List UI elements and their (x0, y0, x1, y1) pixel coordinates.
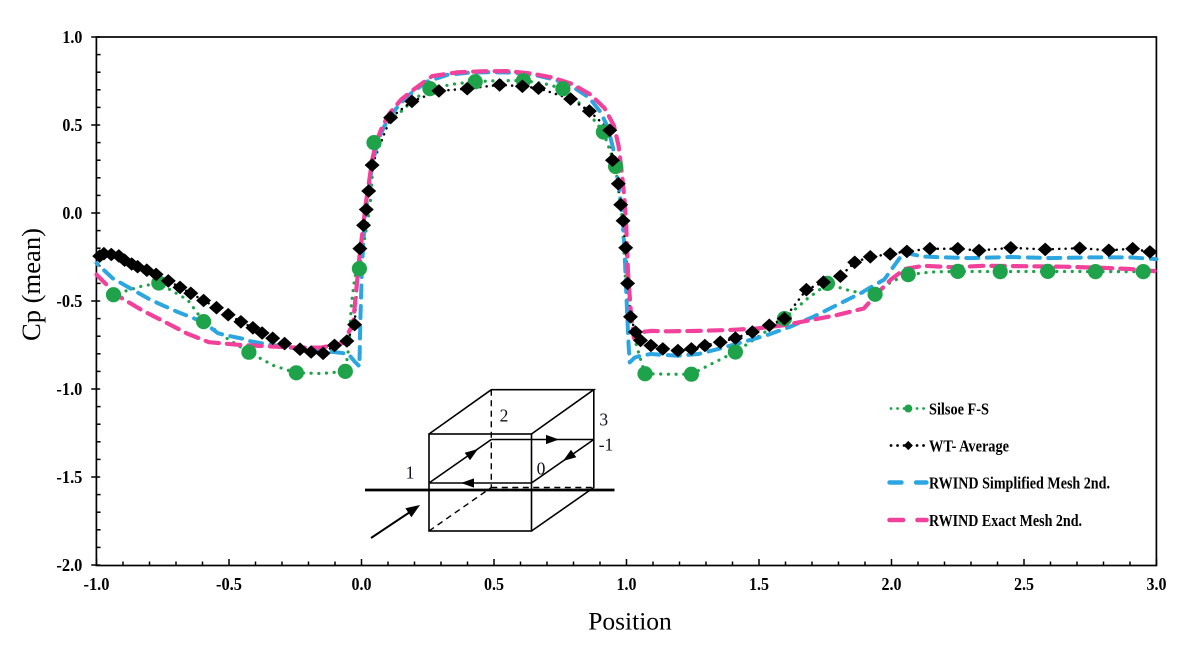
svg-text:Position: Position (588, 607, 672, 636)
svg-text:0: 0 (537, 459, 546, 479)
svg-text:2.5: 2.5 (1014, 574, 1034, 594)
svg-text:-0.5: -0.5 (216, 574, 242, 594)
svg-text:-0.5: -0.5 (56, 291, 82, 311)
svg-text:-1.0: -1.0 (84, 574, 110, 594)
svg-text:1.0: 1.0 (62, 27, 82, 47)
svg-text:Cp (mean): Cp (mean) (16, 228, 46, 341)
svg-text:RWIND Simplified Mesh 2nd.: RWIND Simplified Mesh 2nd. (929, 474, 1110, 493)
svg-text:1: 1 (406, 463, 415, 483)
svg-text:3: 3 (599, 410, 608, 430)
svg-text:2: 2 (500, 406, 509, 426)
svg-text:-1.0: -1.0 (56, 379, 82, 399)
svg-text:-2.0: -2.0 (56, 555, 82, 575)
svg-text:-1.5: -1.5 (56, 467, 82, 487)
svg-text:-1: -1 (599, 435, 614, 455)
svg-text:2.0: 2.0 (882, 574, 902, 594)
svg-text:1.5: 1.5 (749, 574, 769, 594)
svg-text:0.0: 0.0 (62, 203, 82, 223)
svg-text:1.0: 1.0 (617, 574, 637, 594)
svg-text:RWIND Exact Mesh 2nd.: RWIND Exact Mesh 2nd. (929, 511, 1082, 530)
svg-text:3.0: 3.0 (1147, 574, 1167, 594)
svg-text:WT- Average: WT- Average (929, 437, 1009, 456)
svg-text:0.5: 0.5 (62, 115, 82, 135)
svg-text:Silsoe F-S: Silsoe F-S (929, 400, 989, 419)
svg-text:0.0: 0.0 (352, 574, 372, 594)
svg-text:0.5: 0.5 (484, 574, 504, 594)
